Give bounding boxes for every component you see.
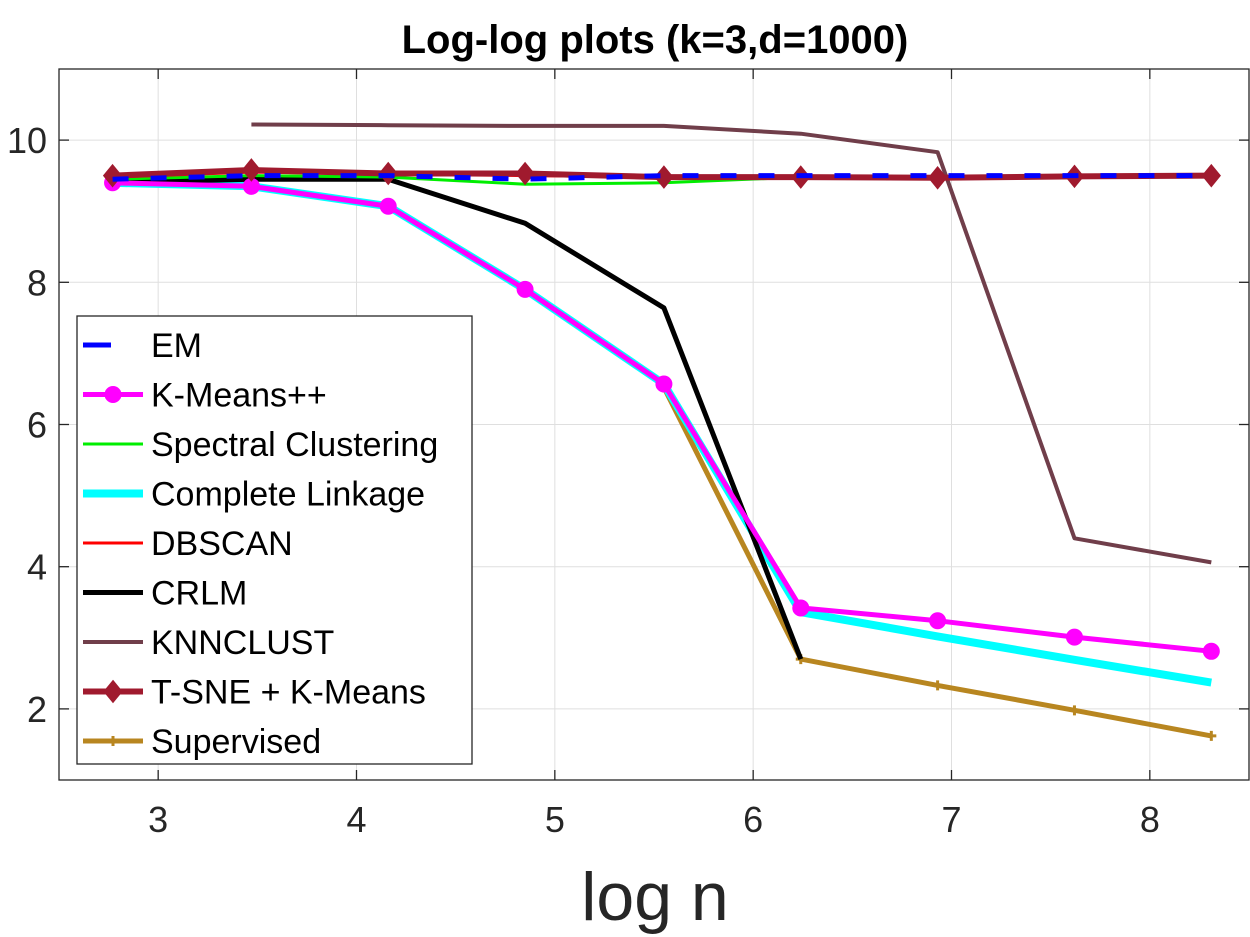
data-point-supervised [1206,730,1217,741]
legend: EM K-Means++ Spectral Clustering Complete L… [76,315,473,765]
data-point-k-means [792,599,810,617]
legend-marker-t-sne-k-means [103,679,123,704]
data-point-k-means [1065,628,1083,646]
data-point-supervised [932,680,943,691]
series-layer [102,122,1221,741]
data-point-t-sne-k-means [241,158,262,182]
y-tick-label: 8 [27,262,47,303]
data-point-k-means [655,375,673,393]
data-point-t-sne-k-means [1201,163,1221,188]
x-tick-label: 7 [941,799,961,840]
legend-label-t-sne-k-means: T-SNE + K-Means [151,674,426,712]
y-tick-label: 4 [27,547,47,588]
data-point-supervised [1069,705,1080,716]
legend-label-complete-linkage: Complete Linkage [151,476,425,514]
legend-label-dbscan: DBSCAN [151,525,293,563]
x-axis-label: log n [581,859,728,935]
x-tick-label: 4 [346,799,366,840]
series-k-means [104,174,1220,660]
x-tick-label: 6 [743,799,763,840]
series-knnclust [251,122,1212,565]
series-em [112,173,1212,182]
y-tick-label: 10 [7,120,47,161]
x-tick-label: 5 [545,799,565,840]
data-point-k-means [379,197,397,215]
legend-marker-supervised [108,736,118,746]
data-point-k-means [1202,642,1220,660]
legend-label-k-means: K-Means++ [151,377,327,415]
legend-label-crlm: CRLM [151,575,247,613]
series-supervised [658,382,1217,741]
legend-entry-dbscan: DBSCAN [83,525,293,563]
legend-entry-supervised: Supervised [83,723,321,761]
legend-entry-t-sne-k-means: T-SNE + K-Means [83,674,426,712]
series-line-em [112,173,1212,182]
legend-label-em: EM [151,327,202,365]
data-point-t-sne-k-means [515,161,535,186]
legend-label-knnclust: KNNCLUST [151,624,334,662]
legend-entry-knnclust: KNNCLUST [83,624,334,662]
legend-label-spectral-clustering: Spectral Clustering [151,426,438,464]
y-tick-label: 2 [27,689,47,730]
legend-entry-complete-linkage: Complete Linkage [83,476,425,514]
y-tick-label: 6 [27,405,47,446]
data-point-k-means [516,280,534,298]
legend-entry-k-means: K-Means++ [83,377,327,415]
legend-entry-crlm: CRLM [83,575,247,613]
series-line-knnclust [251,122,1212,565]
legend-entry-spectral-clustering: Spectral Clustering [83,426,438,464]
chart-title: Log-log plots (k=3,d=1000) [402,18,909,62]
series-crlm [112,176,804,661]
data-point-t-sne-k-means [927,165,948,190]
legend-label-supervised: Supervised [151,723,321,761]
data-point-k-means [929,612,947,630]
series-line-crlm [112,176,804,661]
legend-entry-em: EM [83,327,202,365]
x-tick-label: 8 [1140,799,1160,840]
legend-marker-k-means [104,386,122,403]
ticks: 3 4 5 6 7 8 2 4 6 8 10 [7,69,1249,840]
x-tick-label: 3 [148,799,168,840]
